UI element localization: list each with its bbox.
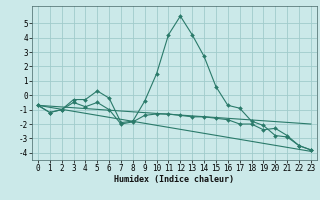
X-axis label: Humidex (Indice chaleur): Humidex (Indice chaleur) bbox=[115, 175, 234, 184]
